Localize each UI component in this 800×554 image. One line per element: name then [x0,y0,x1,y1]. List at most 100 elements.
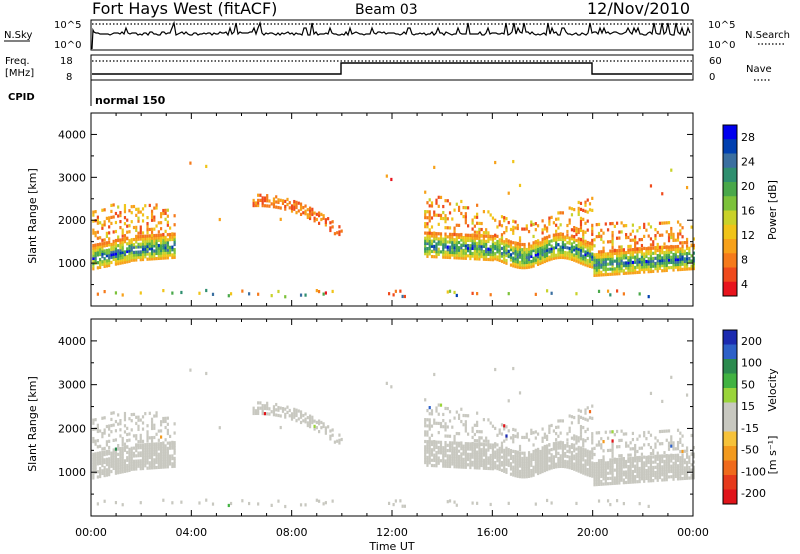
velocity-cell [132,462,136,466]
velocity-cell [482,466,486,470]
power-cell [566,251,569,255]
velocity-cell [631,464,634,468]
velocity-cell [609,430,612,434]
power-cell [658,256,662,260]
velocity-cell [439,448,443,452]
power-cell [433,234,436,238]
velocity-cell [153,426,156,430]
power-cell [647,262,650,266]
velocity-cell [559,440,562,444]
power-cell [485,239,488,243]
power-cell [523,260,526,265]
velocity-cell [439,440,443,444]
power-cell [600,273,603,277]
power-cell [692,261,695,266]
power-cell [625,263,628,268]
power-cell [676,257,680,261]
velocity-cell [613,457,616,461]
velocity-cell [602,466,605,470]
power-cell [575,256,578,261]
power-cell [121,248,124,252]
velocity-cell [448,441,452,445]
x-tick-label: 20:00 [577,526,609,539]
velocity-cell [676,477,680,481]
x-tick-label: 12:00 [376,526,408,539]
velocity-cell [507,461,510,465]
velocity-cell [566,432,569,436]
velocity-cell [464,420,467,424]
velocity-cell [166,428,169,433]
power-cell [494,257,497,261]
velocity-cell [444,428,447,432]
velocity-cell [625,465,628,469]
velocity-cell [444,440,447,445]
power-cell [649,267,653,271]
power-cell [173,235,176,239]
power-cell [297,209,300,213]
power-cell [496,255,499,259]
velocity-cell [685,476,689,480]
freq-line [92,62,692,75]
velocity-cell [126,445,129,449]
velocity-cell [604,469,607,473]
velocity-cell [595,482,598,487]
velocity-cell [324,431,327,435]
power-cell [453,248,456,252]
power-cell [523,227,526,231]
velocity-cell [453,416,456,420]
velocity-cell [559,419,562,423]
velocity-cell [462,423,465,427]
colorbar-swatch [723,344,737,360]
velocity-cell [446,462,449,466]
velocity-cell [96,429,99,434]
power-cell [577,237,580,241]
power-cell [579,201,583,206]
power-cell [586,228,589,232]
velocity-cell [507,429,510,433]
power-cell [121,228,124,232]
velocity-cell [615,457,619,462]
velocity-cell [654,457,657,462]
velocity-cell [550,447,553,452]
velocity-cell [159,423,163,427]
velocity-cell [586,467,589,472]
velocity-cell [597,459,601,463]
velocity-cell [94,465,97,469]
power-cell [503,252,506,257]
power-cell [121,253,124,257]
velocity-cell [512,473,515,477]
power-cell [618,245,621,249]
velocity-cell [322,424,325,429]
velocity-cell [435,456,438,460]
velocity-cell [101,416,104,420]
velocity-cell [568,455,571,459]
power-cell [606,228,610,232]
colorbar-tick-label: -200 [741,487,766,500]
velocity-cell [148,455,151,460]
velocity-cell [112,464,115,468]
velocity-cell [435,461,438,465]
velocity-cell [471,452,474,457]
power-cell [588,251,592,256]
power-cell [485,255,488,259]
power-cell [683,265,686,269]
velocity-cell [570,461,574,465]
power-cell [685,254,689,258]
velocity-cell [128,468,131,472]
power-cell [591,262,594,267]
power-cell [597,265,601,269]
velocity-cell [439,446,443,450]
power-cell [602,273,605,277]
velocity-cell [518,447,522,452]
power-cell [663,263,666,268]
power-cell [288,201,291,205]
velocity-cell [476,501,479,505]
velocity-cell [568,429,571,433]
power-cell [634,244,637,248]
velocity-cell [584,411,587,415]
power-cell [546,253,549,258]
power-cell [588,202,592,206]
power-cell [132,237,136,242]
power-cell [101,249,104,254]
velocity-cell [446,500,449,504]
